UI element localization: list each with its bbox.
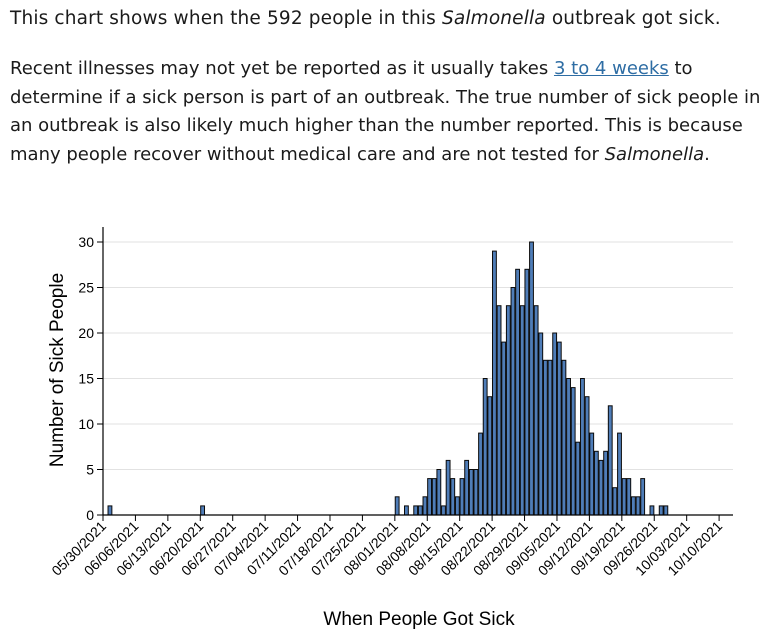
y-axis-title: Number of Sick People	[47, 273, 68, 467]
bar-08-06-2021	[417, 505, 423, 516]
bar-08-24-2021	[501, 341, 507, 516]
bar-08-05-2021	[413, 505, 419, 516]
bar-08-19-2021	[478, 432, 483, 516]
bar-09-02-2021	[542, 359, 548, 516]
paragraph-text-2: to determine if a sick person is part of…	[10, 58, 761, 165]
heading-text-end: outbreak got sick.	[545, 8, 721, 29]
bar-08-20-2021	[482, 378, 488, 516]
bar-09-03-2021	[547, 359, 553, 516]
bar-08-14-2021	[454, 496, 460, 516]
bar-09-09-2021	[575, 441, 581, 516]
bar-08-21-2021	[487, 396, 493, 516]
gridlines	[103, 241, 733, 470]
bar-08-22-2021	[492, 250, 497, 516]
bar-08-07-2021	[422, 496, 428, 516]
bar-08-30-2021	[529, 241, 534, 516]
heading-text: This chart shows when the 592 people in …	[10, 8, 442, 29]
bar-09-04-2021	[552, 332, 558, 516]
bar-09-08-2021	[570, 387, 576, 516]
bar-08-10-2021	[436, 469, 442, 516]
bar-09-14-2021	[598, 459, 604, 516]
bar-09-28-2021	[663, 505, 669, 516]
bar-09-11-2021	[584, 396, 590, 516]
bar-09-20-2021	[626, 478, 632, 516]
bar-09-05-2021	[556, 341, 562, 516]
bar-09-23-2021	[640, 478, 646, 516]
explanation-paragraph: Recent illnesses may not yet be reported…	[10, 55, 778, 169]
paragraph-text-1: Recent illnesses may not yet be reported…	[10, 58, 554, 79]
bar-09-01-2021	[538, 332, 544, 516]
bar-08-11-2021	[441, 505, 446, 516]
bar-08-25-2021	[505, 305, 511, 516]
bar-09-10-2021	[580, 378, 585, 516]
bar-09-15-2021	[603, 450, 609, 516]
bar-08-16-2021	[464, 459, 470, 516]
chart-intro-heading: This chart shows when the 592 people in …	[10, 8, 780, 29]
bar-09-12-2021	[589, 432, 595, 516]
bar-08-08-2021	[427, 478, 432, 516]
bar-08-18-2021	[473, 469, 479, 516]
bar-09-19-2021	[621, 478, 627, 516]
bar-08-01-2021	[394, 496, 400, 516]
bar-08-26-2021	[510, 287, 516, 516]
bar-05-31-2021	[107, 505, 113, 516]
bar-08-15-2021	[459, 478, 465, 516]
y-tick-label: 30	[78, 234, 94, 250]
y-tick-label: 5	[86, 462, 94, 478]
bar-08-23-2021	[496, 305, 502, 516]
bar-08-09-2021	[431, 478, 437, 516]
bar-06-20-2021	[200, 505, 206, 516]
bar-08-29-2021	[524, 268, 530, 516]
bar-08-31-2021	[533, 305, 539, 516]
y-tick-label: 0	[86, 507, 94, 523]
bar-09-22-2021	[635, 496, 641, 516]
bar-08-17-2021	[468, 469, 474, 516]
paragraph-italic-organism: Salmonella	[604, 143, 705, 165]
bar-08-03-2021	[404, 505, 409, 516]
bar-09-07-2021	[566, 378, 571, 516]
bar-09-17-2021	[612, 487, 618, 516]
y-tick-label: 10	[78, 416, 94, 432]
paragraph-text-3: .	[704, 143, 710, 165]
y-tick-label: 25	[78, 280, 94, 296]
bar-08-27-2021	[515, 268, 521, 516]
x-axis-title: When People Got Sick	[323, 609, 515, 630]
bar-09-16-2021	[607, 405, 613, 516]
bar-09-21-2021	[630, 496, 636, 516]
bar-09-13-2021	[593, 450, 599, 516]
bar-08-28-2021	[519, 305, 525, 516]
reporting-timeline-link[interactable]: 3 to 4 weeks	[553, 58, 669, 79]
y-tick-label: 20	[78, 325, 94, 341]
bar-09-25-2021	[649, 505, 655, 516]
bar-08-13-2021	[450, 478, 456, 516]
y-tick-label: 15	[78, 371, 94, 387]
bar-08-12-2021	[445, 459, 451, 516]
bar-09-27-2021	[658, 505, 664, 516]
axes: 05101520253005/30/202106/06/202106/13/20…	[48, 227, 733, 579]
heading-italic-organism: Salmonella	[442, 8, 546, 29]
bar-09-18-2021	[617, 432, 622, 516]
bar-09-06-2021	[561, 359, 567, 516]
